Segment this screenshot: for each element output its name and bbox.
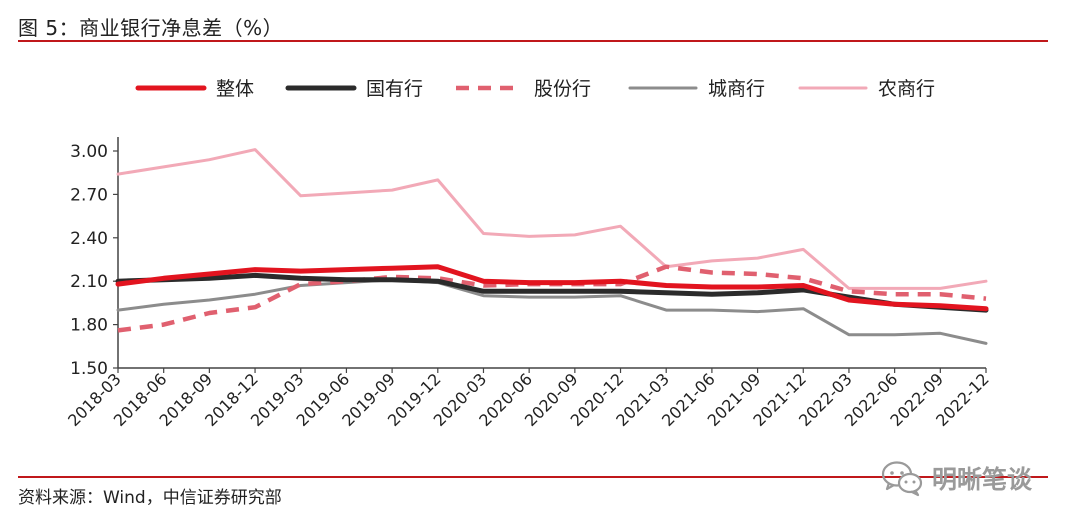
wechat-icon (881, 461, 923, 497)
series-line-5 (116, 148, 988, 290)
y-tick-label: 3.00 (70, 142, 108, 162)
y-tick-label: 2.70 (70, 185, 108, 205)
figure-title: 图 5：商业银行净息差（%） (18, 16, 284, 40)
chart-legend: 整体 国有行 股份行 城商行 农商行 (135, 78, 935, 100)
series-line-4 (116, 278, 988, 345)
title-divider (18, 40, 1048, 42)
legend-label-2: 国有行 (366, 78, 423, 100)
footer-divider (18, 476, 1048, 478)
y-tick-label: 1.50 (70, 359, 108, 379)
y-tick-label: 2.10 (70, 272, 108, 292)
source-note: 资料来源：Wind，中信证券研究部 (18, 488, 282, 508)
series-line-1 (115, 264, 989, 312)
legend-label-3: 股份行 (534, 78, 591, 100)
y-tick-label: 1.80 (70, 316, 108, 336)
chart-series (115, 148, 989, 345)
watermark-text: 明晰笔谈 (932, 465, 1033, 494)
line-chart: 整体 国有行 股份行 城商行 农商行 1.501.802.102.402.703.002… (64, 78, 993, 430)
legend-label-5: 农商行 (878, 78, 935, 100)
watermark: 明晰笔谈 (880, 458, 1032, 498)
legend-label-4: 城商行 (708, 78, 765, 100)
y-tick-label: 2.40 (70, 229, 108, 249)
legend-label-1: 整体 (216, 78, 254, 100)
